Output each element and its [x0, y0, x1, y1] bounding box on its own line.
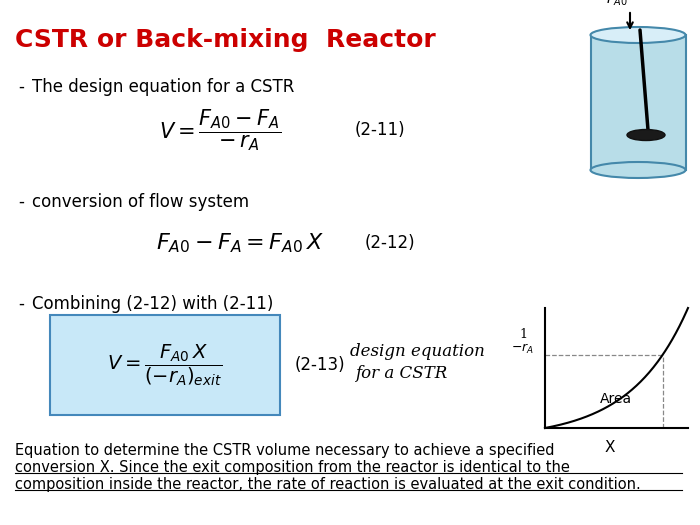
- Text: Area: Area: [600, 392, 632, 406]
- Text: 1: 1: [519, 328, 527, 341]
- Text: (2-13): (2-13): [295, 356, 346, 374]
- Text: conversion X. Since the exit composition from the reactor is identical to the: conversion X. Since the exit composition…: [15, 460, 570, 475]
- Ellipse shape: [627, 130, 665, 141]
- Text: Combining (2-12) with (2-11): Combining (2-12) with (2-11): [32, 295, 274, 313]
- Ellipse shape: [591, 162, 685, 178]
- Text: (2-11): (2-11): [355, 121, 405, 139]
- Text: conversion of flow system: conversion of flow system: [32, 193, 249, 211]
- Text: -: -: [18, 295, 24, 313]
- Text: CSTR or Back-mixing  Reactor: CSTR or Back-mixing Reactor: [15, 28, 435, 52]
- Text: $F_{A0} - F_A = F_{A0}\,X$: $F_{A0} - F_A = F_{A0}\,X$: [156, 231, 324, 255]
- Text: -: -: [18, 193, 24, 211]
- Bar: [591, 35, 685, 170]
- Text: composition inside the reactor, the rate of reaction is evaluated at the exit co: composition inside the reactor, the rate…: [15, 477, 641, 492]
- Text: $F_{A0}$: $F_{A0}$: [606, 0, 628, 8]
- Text: -: -: [18, 78, 24, 96]
- Text: X: X: [604, 440, 615, 456]
- Text: for a CSTR: for a CSTR: [355, 365, 447, 383]
- Text: design equation: design equation: [350, 343, 485, 361]
- Ellipse shape: [591, 27, 685, 43]
- Text: $\mathit{V} = \dfrac{F_{A0} - F_A}{-\,r_A}$: $\mathit{V} = \dfrac{F_{A0} - F_A}{-\,r_…: [159, 107, 281, 153]
- Text: Equation to determine the CSTR volume necessary to achieve a specified: Equation to determine the CSTR volume ne…: [15, 443, 554, 458]
- Text: $-r_A$: $-r_A$: [512, 342, 535, 356]
- Bar: [50, 315, 280, 415]
- Text: (2-12): (2-12): [365, 234, 416, 252]
- Text: $\mathit{V} = \dfrac{F_{A0}\,X}{\left(-r_A\right)_{exit}}$: $\mathit{V} = \dfrac{F_{A0}\,X}{\left(-r…: [108, 342, 223, 388]
- Text: The design equation for a CSTR: The design equation for a CSTR: [32, 78, 295, 96]
